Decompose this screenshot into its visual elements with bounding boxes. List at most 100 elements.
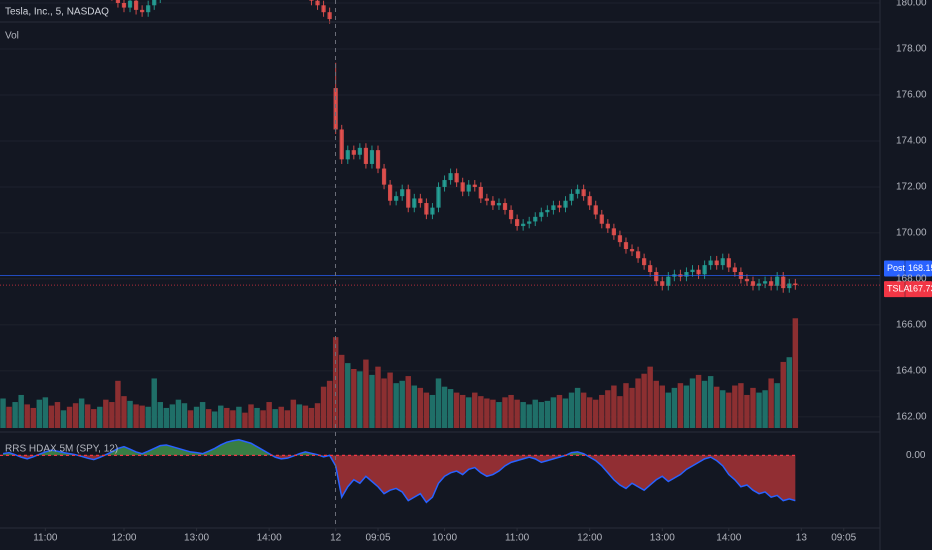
candle-body [351,150,356,155]
candle-body [127,0,133,8]
volume-bar [363,359,369,428]
indicator-layer [0,438,796,504]
volume-bar [629,387,635,428]
volume-bar [514,399,520,428]
volume-bar [387,372,393,428]
price-label-box [884,260,932,277]
volume-bar [568,392,575,428]
x-tick-label: 09:05 [831,533,856,544]
volume-bar [181,403,188,428]
volume-bar [580,392,587,428]
candle-body [484,198,489,201]
price-label-value: 167.73 [908,284,932,294]
volume-bar [586,397,593,428]
volume-bar [103,399,109,428]
candle-body [635,251,641,259]
y-tick-label: 178.00 [896,44,927,55]
candle-body [575,189,580,194]
y-tick-label: 0.00 [906,450,926,461]
x-tick-label: 10:00 [432,533,457,544]
volume-bar [42,397,49,428]
volume-bar [169,404,176,428]
volume-bar [66,406,73,428]
volume-bar [345,363,351,428]
volume-bar [520,402,526,428]
volume-bar [653,380,659,428]
candle-layer [111,0,798,293]
candle-body [412,198,417,208]
volume-bar [635,378,641,428]
candle-body [152,0,157,6]
volume-bar [447,389,454,428]
candle-body [363,147,369,164]
candle-body [502,203,508,210]
candle-body [690,269,695,273]
candle-body [605,223,610,229]
candle-body [666,276,671,286]
candle-body [793,283,798,286]
volume-bar [18,394,24,428]
candle-body [454,173,459,183]
volume-bar [91,409,97,428]
candle-body [708,260,713,266]
volume-bar [278,406,284,428]
volume-bar [526,404,532,428]
volume-bar [381,378,387,428]
price-label-name: Post [887,263,906,273]
volume-bar [707,376,714,428]
chart-title: Tesla, Inc., 5, NASDAQ [5,7,109,18]
candle-body [533,216,538,222]
candle-body [684,272,689,277]
y-tick-label: 172.00 [896,182,927,193]
volume-bar [532,399,538,428]
volume-bar [72,403,79,428]
candle-body [424,203,429,215]
volume-bar [574,387,581,428]
candle-body [714,260,719,266]
volume-bar [750,387,756,428]
candle-body [521,223,526,227]
volume-bar [332,337,339,428]
candle-body [720,258,725,266]
candle-body [375,150,381,169]
volume-bar [496,402,502,428]
volume-bar [218,405,224,428]
x-tick-label: 13:00 [650,533,675,544]
candle-body [430,207,435,215]
candle-body [345,150,350,160]
candle-body [696,269,701,275]
candle-body [472,184,477,187]
candle-body [617,235,623,243]
volume-bar [296,404,303,428]
candle-body [436,186,441,208]
price-label-value: 168.15 [908,263,932,273]
candle-body [381,168,387,185]
volume-bar [199,402,206,428]
candle-body [762,281,768,284]
volume-bar [97,406,103,428]
x-tick-label: 14:00 [716,533,741,544]
candle-body [787,283,792,289]
volume-bar [133,404,139,428]
volume-bar [435,378,442,428]
volume-bar [429,394,436,428]
x-tick-label: 12 [330,533,342,544]
candle-body [369,150,375,164]
volume-bar [417,387,424,428]
volume-bar [151,378,157,428]
volume-bar [538,402,545,428]
candle-body [726,258,731,268]
candle-body [400,189,405,197]
volume-bar [556,394,563,428]
candle-body [629,249,635,252]
volume-bar [60,410,67,428]
candle-body [775,276,780,286]
volume-bar [314,403,321,428]
volume-bar [683,385,690,428]
volume-bar [623,383,629,428]
volume-bar [738,383,744,428]
volume-bar [127,400,133,428]
candle-body [514,219,520,227]
x-tick-label: 11:00 [505,533,530,544]
indicator-title: RRS HDAX 5M (SPY, 12) [5,444,118,455]
